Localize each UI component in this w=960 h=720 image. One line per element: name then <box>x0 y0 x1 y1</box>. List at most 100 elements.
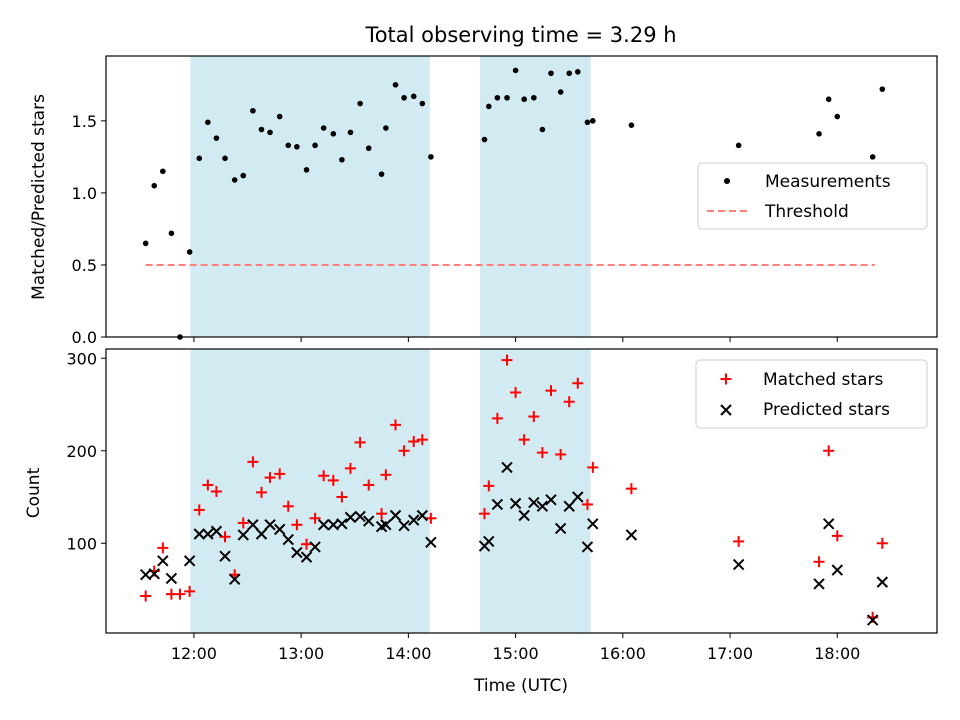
predicted-point-b <box>183 555 196 567</box>
measurement-point <box>320 125 327 131</box>
measurement-point <box>504 94 510 101</box>
legend-predicted-marker <box>720 404 732 416</box>
predicted-point <box>210 525 223 537</box>
matched-point <box>813 556 825 568</box>
predicted-point-b <box>425 536 437 549</box>
predicted-point-b <box>165 572 178 585</box>
measurement-point <box>294 143 300 150</box>
x-tick-label: 14:00 <box>385 644 431 663</box>
measurement-point <box>205 119 211 126</box>
predicted-point <box>380 519 392 531</box>
bottom-axes-frame <box>105 348 938 634</box>
matched-point <box>247 456 259 468</box>
shaded-interval <box>479 56 591 337</box>
matched-point <box>733 535 745 547</box>
legend-threshold-label: Threshold <box>764 202 849 222</box>
top-legend-box <box>697 162 928 230</box>
measurement-point <box>222 155 228 162</box>
bottom-matched-points <box>140 354 888 623</box>
measurement-point <box>566 70 573 77</box>
matched-point <box>157 542 169 554</box>
predicted-point-b <box>362 515 375 527</box>
matched-point <box>831 530 843 542</box>
x-tick-label: 15:00 <box>493 644 539 663</box>
measurement-point <box>392 82 399 88</box>
measurement-point <box>512 67 519 74</box>
predicted-point <box>148 568 160 580</box>
measurement-point <box>276 113 283 120</box>
predicted-point-b <box>518 509 530 522</box>
predicted-point-b <box>336 518 348 530</box>
predicted-point <box>309 541 321 553</box>
matched-point <box>174 588 186 600</box>
matched-point <box>625 483 637 495</box>
measurement-point <box>869 154 876 160</box>
measurement-point <box>481 136 488 143</box>
predicted-point-b <box>157 555 169 567</box>
matched-point <box>510 386 522 398</box>
predicted-point <box>554 522 567 535</box>
measurement-point <box>303 167 310 173</box>
measurement-point <box>539 126 546 133</box>
predicted-point <box>509 497 522 510</box>
matched-point <box>282 500 294 512</box>
legend-cross <box>720 404 732 416</box>
predicted-point-b <box>247 519 259 531</box>
predicted-point-b <box>327 519 340 531</box>
matched-point <box>536 447 548 459</box>
bottom-legend: Matched stars Predicted stars <box>695 359 928 429</box>
matched-point <box>380 469 392 481</box>
measurement-point <box>383 125 389 131</box>
predicted-point-b <box>398 519 410 532</box>
predicted-point-b <box>202 528 214 540</box>
matched-point <box>501 354 513 366</box>
predicted-point <box>501 461 513 474</box>
measurement-point <box>378 171 385 177</box>
predicted-point <box>545 494 557 506</box>
predicted-point <box>317 519 330 531</box>
predicted-point <box>572 491 584 503</box>
y-tick-label: 1.0 <box>72 184 97 203</box>
predicted-point-b <box>317 519 330 531</box>
measurement-point <box>521 96 527 103</box>
predicted-point-b <box>282 533 294 546</box>
measurement-point <box>142 240 149 247</box>
predicted-point-b <box>255 528 268 540</box>
measurement-point <box>151 182 158 189</box>
top-shaded-intervals <box>190 56 591 337</box>
measurement-point <box>213 135 220 141</box>
legend-measurements-marker <box>724 178 730 184</box>
measurement-point <box>485 103 492 110</box>
predicted-point <box>866 614 879 626</box>
predicted-point <box>165 572 178 585</box>
measurement-point <box>584 119 591 126</box>
y-tick-label: 200 <box>66 442 97 461</box>
predicted-point-b <box>228 573 241 586</box>
measurement-point <box>428 154 434 160</box>
matched-point <box>327 474 339 486</box>
measurement-point <box>419 100 426 107</box>
predicted-point <box>291 546 303 559</box>
predicted-point-b <box>587 518 599 530</box>
predicted-point-b <box>408 514 420 526</box>
predicted-point <box>518 509 530 522</box>
matched-point <box>390 419 402 431</box>
predicted-point <box>219 550 231 562</box>
matched-point <box>291 519 303 531</box>
matched-point <box>408 436 420 448</box>
legend-cross-b <box>720 404 732 416</box>
predicted-point <box>300 551 313 563</box>
predicted-point-b <box>264 519 276 531</box>
measurement-point <box>825 96 832 103</box>
matched-point <box>202 479 214 491</box>
predicted-point <box>563 500 575 512</box>
measurement-point <box>267 129 273 136</box>
predicted-point <box>273 523 286 536</box>
top-axes-frame <box>105 55 938 338</box>
matched-point <box>425 512 437 524</box>
predicted-point-b <box>219 550 231 562</box>
matched-point <box>483 480 495 492</box>
bottom-y-axis-label: Count <box>24 467 44 518</box>
matched-point <box>545 385 557 397</box>
predicted-point <box>264 519 276 531</box>
